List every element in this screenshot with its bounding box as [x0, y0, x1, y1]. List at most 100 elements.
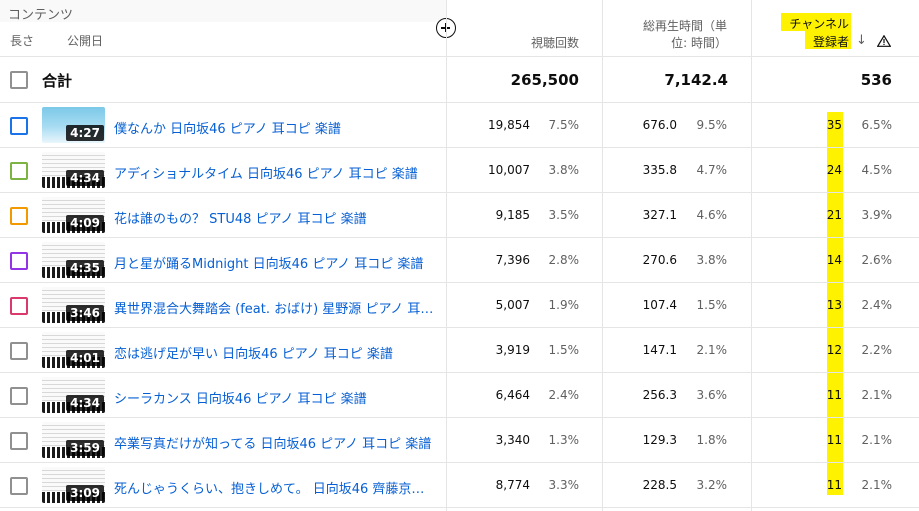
views-column-header[interactable]: 視聴回数 — [530, 36, 579, 50]
row-divider — [0, 192, 919, 193]
watch-time-percent: 3.8% — [696, 253, 728, 267]
video-duration: 3:09 — [66, 485, 104, 501]
published-column-header[interactable]: 公開日 — [67, 34, 104, 48]
video-title-link[interactable]: 花は誰のもの？ STU48 ピアノ 耳コピ 楽譜 — [114, 212, 367, 227]
row-checkbox[interactable] — [10, 342, 28, 360]
subscribers-percent: 2.1% — [861, 478, 893, 492]
watch-time-value: 228.5 — [642, 478, 677, 492]
video-duration: 3:46 — [66, 305, 104, 321]
watch-time-value: 256.3 — [642, 388, 677, 402]
watch-time-header-line2[interactable]: 位: 時間） — [671, 36, 727, 50]
column-divider — [751, 0, 752, 511]
column-divider — [602, 0, 603, 511]
views-value: 19,854 — [488, 118, 530, 132]
content-header-band — [0, 0, 446, 22]
watch-time-value: 335.8 — [642, 163, 677, 177]
views-value: 6,464 — [495, 388, 530, 402]
watch-time-percent: 4.6% — [696, 208, 728, 222]
subscribers-value: 12 — [826, 343, 842, 357]
watch-time-percent: 1.8% — [696, 433, 728, 447]
subscribers-header-line1[interactable]: チャンネル — [789, 17, 849, 31]
video-title-link[interactable]: 異世界混合大舞踏会 (feat. おばけ) 星野源 ピアノ 耳コピ 楽譜 — [114, 302, 436, 317]
subscribers-percent: 3.9% — [861, 208, 893, 222]
video-title-link[interactable]: 卒業写真だけが知ってる 日向坂46 ピアノ 耳コピ 楽譜 — [114, 437, 432, 452]
subscribers-value: 21 — [826, 208, 842, 222]
views-percent: 1.3% — [548, 433, 580, 447]
watch-time-percent: 9.5% — [696, 118, 728, 132]
video-thumbnail[interactable]: 4:01 — [42, 332, 105, 368]
video-title-link[interactable]: 僕なんか 日向坂46 ピアノ 耳コピ 楽譜 — [114, 122, 341, 137]
length-column-header[interactable]: 長さ — [10, 34, 35, 48]
video-duration: 4:27 — [66, 125, 104, 141]
watch-time-value: 270.6 — [642, 253, 677, 267]
select-all-checkbox[interactable] — [10, 71, 28, 89]
video-duration: 4:34 — [66, 395, 104, 411]
subscribers-percent: 4.5% — [861, 163, 893, 177]
column-divider — [446, 0, 447, 511]
row-divider — [0, 56, 919, 57]
watch-time-header-line1[interactable]: 総再生時間（単 — [642, 19, 727, 33]
subscribers-percent: 2.1% — [861, 388, 893, 402]
views-percent: 7.5% — [548, 118, 580, 132]
views-percent: 2.4% — [548, 388, 580, 402]
sort-descending-icon[interactable]: ↓ — [856, 33, 867, 48]
subscribers-percent: 2.1% — [861, 433, 893, 447]
row-divider — [0, 102, 919, 103]
subscribers-column-highlight — [827, 112, 843, 495]
video-thumbnail[interactable]: 3:09 — [42, 467, 105, 503]
row-checkbox[interactable] — [10, 297, 28, 315]
subscribers-header-highlight — [781, 13, 851, 31]
views-value: 9,185 — [495, 208, 530, 222]
subscribers-header-line2[interactable]: 登録者 — [812, 35, 849, 49]
row-checkbox[interactable] — [10, 252, 28, 270]
subscribers-header-highlight-2 — [805, 31, 851, 49]
views-value: 3,340 — [495, 433, 530, 447]
subscribers-value: 14 — [826, 253, 842, 267]
views-value: 7,396 — [495, 253, 530, 267]
video-title-link[interactable]: 恋は逃げ足が早い 日向坂46 ピアノ 耳コピ 楽譜 — [114, 347, 393, 362]
content-column-header: コンテンツ — [8, 8, 74, 23]
total-watch-time: 7,142.4 — [664, 71, 728, 89]
watch-time-value: 107.4 — [642, 298, 677, 312]
watch-time-percent: 3.6% — [696, 388, 728, 402]
views-percent: 1.5% — [548, 343, 580, 357]
row-divider — [0, 282, 919, 283]
video-thumbnail[interactable]: 4:35 — [42, 242, 105, 278]
video-thumbnail[interactable]: 4:27 — [42, 107, 105, 143]
video-duration: 4:34 — [66, 170, 104, 186]
row-checkbox[interactable] — [10, 477, 28, 495]
video-thumbnail[interactable]: 4:34 — [42, 152, 105, 188]
video-title-link[interactable]: 月と星が踊るMidnight 日向坂46 ピアノ 耳コピ 楽譜 — [114, 257, 424, 272]
video-title-link[interactable]: アディショナルタイム 日向坂46 ピアノ 耳コピ 楽譜 — [114, 167, 418, 182]
row-checkbox[interactable] — [10, 117, 28, 135]
views-value: 8,774 — [495, 478, 530, 492]
video-title-link[interactable]: 死んじゃうくらい、抱きしめて。 日向坂46 齊藤京子 ピアノ 耳コピ 楽譜 — [114, 482, 436, 497]
video-thumbnail[interactable]: 3:59 — [42, 422, 105, 458]
row-divider — [0, 507, 919, 508]
warning-icon[interactable] — [877, 35, 891, 47]
watch-time-value: 676.0 — [642, 118, 677, 132]
total-views: 265,500 — [510, 71, 579, 89]
views-percent: 1.9% — [548, 298, 580, 312]
video-title-link[interactable]: シーラカンス 日向坂46 ピアノ 耳コピ 楽譜 — [114, 392, 367, 407]
row-checkbox[interactable] — [10, 432, 28, 450]
subscribers-percent: 6.5% — [861, 118, 893, 132]
row-divider — [0, 327, 919, 328]
row-checkbox[interactable] — [10, 387, 28, 405]
video-thumbnail[interactable]: 4:34 — [42, 377, 105, 413]
subscribers-value: 11 — [826, 388, 842, 402]
video-thumbnail[interactable]: 4:09 — [42, 197, 105, 233]
watch-time-percent: 1.5% — [696, 298, 728, 312]
video-thumbnail[interactable]: 3:46 — [42, 287, 105, 323]
subscribers-percent: 2.2% — [861, 343, 893, 357]
views-percent: 3.5% — [548, 208, 580, 222]
total-subscribers: 536 — [860, 71, 892, 89]
subscribers-value: 11 — [826, 433, 842, 447]
video-duration: 4:35 — [66, 260, 104, 276]
row-checkbox[interactable] — [10, 162, 28, 180]
row-checkbox[interactable] — [10, 207, 28, 225]
watch-time-value: 327.1 — [642, 208, 677, 222]
subscribers-value: 35 — [826, 118, 842, 132]
subscribers-value: 24 — [826, 163, 842, 177]
video-duration: 4:01 — [66, 350, 104, 366]
